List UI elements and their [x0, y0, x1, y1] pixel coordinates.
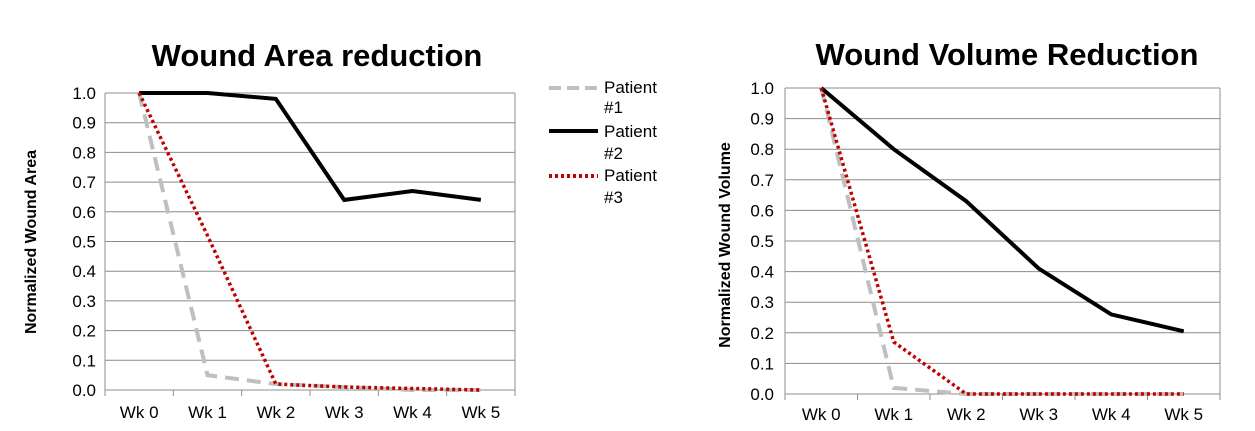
legend: Patient #1 Patient #2 Patient #3 — [549, 78, 657, 207]
series-lines — [819, 86, 1185, 396]
series-line-2 — [819, 86, 1185, 334]
y-tick-label: 0.1 — [72, 351, 96, 370]
series-lines — [137, 91, 482, 392]
y-tick-label: 0.2 — [72, 322, 96, 341]
gridlines — [104, 92, 516, 396]
x-tick-label: Wk 0 — [120, 403, 159, 422]
y-tick-label: 0.6 — [72, 203, 96, 222]
x-tick-label: Wk 1 — [188, 403, 227, 422]
y-tick-labels: 0.0 0.1 0.2 0.3 0.4 0.5 0.6 0.7 0.8 0.9 1.0 — [750, 79, 774, 404]
legend-label-2: #2 — [604, 144, 623, 163]
x-tick-label: Wk 2 — [256, 403, 295, 422]
chart-title: Wound Area reduction — [152, 38, 483, 73]
wound-area-chart: Wound Area reduction Normalized Wound Ar… — [23, 38, 516, 422]
x-tick-label: Wk 5 — [461, 403, 500, 422]
x-tick-label: Wk 5 — [1164, 405, 1203, 424]
legend-label: Patient — [604, 122, 657, 141]
x-tick-label: Wk 1 — [874, 405, 913, 424]
y-tick-label: 0.9 — [750, 110, 774, 129]
legend-item-patient-2: Patient #2 — [549, 122, 657, 163]
y-tick-label: 0.3 — [750, 293, 774, 312]
series-line-3 — [137, 92, 481, 392]
y-tick-label: 0.7 — [72, 173, 96, 192]
y-tick-label: 0.1 — [750, 354, 774, 373]
x-tick-label: Wk 3 — [1019, 405, 1058, 424]
gridlines — [784, 87, 1221, 400]
x-tick-label: Wk 2 — [947, 405, 986, 424]
legend-label: Patient — [604, 166, 657, 185]
y-tick-label: 0.0 — [72, 381, 96, 400]
legend-label-2: #1 — [604, 98, 623, 117]
y-axis-label: Normalized Wound Area — [23, 150, 40, 334]
y-tick-label: 0.0 — [750, 385, 774, 404]
y-tick-label: 0.4 — [72, 262, 96, 281]
legend-label-2: #3 — [604, 188, 623, 207]
y-tick-label: 0.5 — [72, 233, 96, 252]
legend-item-patient-1: Patient #1 — [549, 78, 657, 117]
x-tick-labels: Wk 0 Wk 1 Wk 2 Wk 3 Wk 4 Wk 5 — [120, 403, 500, 422]
series-line-3 — [819, 87, 1184, 396]
y-tick-label: 1.0 — [750, 79, 774, 98]
series-line-2 — [139, 91, 482, 203]
x-tick-label: Wk 4 — [393, 403, 432, 422]
x-tick-label: Wk 3 — [325, 403, 364, 422]
y-tick-label: 0.2 — [750, 324, 774, 343]
y-tick-label: 0.6 — [750, 201, 774, 220]
y-tick-label: 1.0 — [72, 84, 96, 103]
x-tick-label: Wk 0 — [802, 405, 841, 424]
y-tick-label: 0.4 — [750, 263, 774, 282]
y-tick-label: 0.9 — [72, 114, 96, 133]
y-tick-label: 0.8 — [72, 143, 96, 162]
y-tick-label: 0.7 — [750, 171, 774, 190]
y-tick-labels: 0.0 0.1 0.2 0.3 0.4 0.5 0.6 0.7 0.8 0.9 1.0 — [72, 84, 96, 400]
wound-volume-chart: Wound Volume Reduction Normalized Wound … — [717, 37, 1221, 424]
y-tick-label: 0.8 — [750, 140, 774, 159]
x-tick-labels: Wk 0 Wk 1 Wk 2 Wk 3 Wk 4 Wk 5 — [802, 405, 1203, 424]
legend-label: Patient — [604, 78, 657, 97]
y-tick-label: 0.5 — [750, 232, 774, 251]
legend-item-patient-3: Patient #3 — [549, 166, 657, 207]
x-tick-label: Wk 4 — [1092, 405, 1131, 424]
chart-title: Wound Volume Reduction — [816, 37, 1199, 72]
y-tick-label: 0.3 — [72, 292, 96, 311]
y-axis-label: Normalized Wound Volume — [717, 142, 734, 348]
